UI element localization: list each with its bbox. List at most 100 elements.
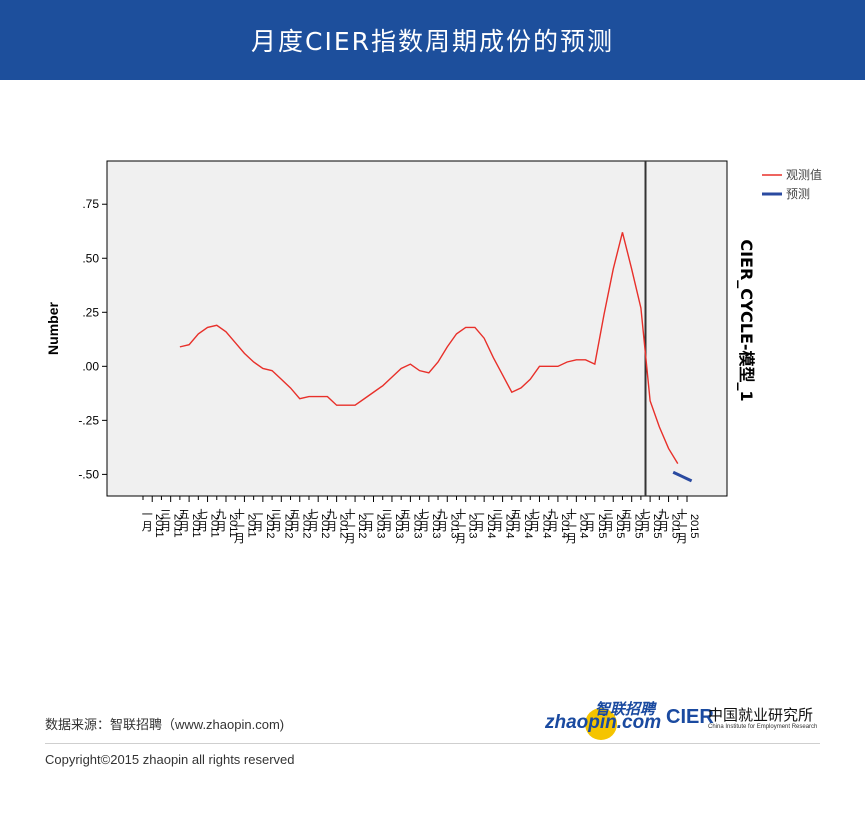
x-tick-month-char: 月 xyxy=(345,532,356,545)
x-tick-month-char: 十 xyxy=(345,507,356,521)
x-tick-month-char: 月 xyxy=(603,520,614,533)
x-tick-year-label: 2011 xyxy=(209,514,221,538)
x-tick-month-char: 月 xyxy=(492,520,503,533)
x-tick-month-char: 月 xyxy=(326,520,337,533)
x-tick-month-char: 月 xyxy=(197,520,208,533)
x-tick-month-char: 月 xyxy=(363,520,374,533)
x-tick-month-char: 月 xyxy=(234,532,245,545)
legend-label-observed: 观测值 xyxy=(786,167,822,182)
x-tick-month-char: 月 xyxy=(142,520,153,533)
x-tick-label-group: 三月 2015 xyxy=(603,508,627,538)
x-tick-year-label: 2015 xyxy=(670,514,682,538)
x-tick-label-group: 一月 2013 xyxy=(363,508,387,538)
y-tick-label: .25 xyxy=(82,305,99,319)
data-source-note: 数据来源：智联招聘（www.zhaopin.com) xyxy=(45,717,285,732)
x-tick-month-char: 五 xyxy=(289,508,300,521)
x-tick-year-label: 2012 xyxy=(264,514,276,538)
footer-divider xyxy=(45,743,820,744)
x-tick-month-char: 月 xyxy=(308,520,319,533)
x-tick-month-char: 月 xyxy=(621,520,632,533)
cier-logo-cn: 中国就业研究所 xyxy=(708,706,814,724)
x-tick-month-char: 月 xyxy=(511,520,522,533)
x-tick-year-label: 2013 xyxy=(393,514,405,538)
x-tick-year-label: 2012 xyxy=(319,514,331,538)
x-tick-label-group: 一月 2014 xyxy=(474,508,498,538)
x-tick-month-char: 七 xyxy=(308,508,319,521)
x-tick-month-char: 月 xyxy=(566,532,577,545)
x-tick-month-char: 月 xyxy=(418,520,429,533)
x-tick-month-char: 一 xyxy=(474,508,485,521)
x-tick-label-group: 一月 2011 xyxy=(142,508,166,538)
x-tick-month-char: 十 xyxy=(677,507,688,521)
x-tick-year-label: 2013 xyxy=(411,514,423,538)
copyright-text: Copyright©2015 zhaopin all rights reserv… xyxy=(45,752,295,767)
x-tick-label-group: 七月 2015 xyxy=(640,508,664,538)
x-tick-month-char: 五 xyxy=(179,508,190,521)
x-tick-month-char: 五 xyxy=(621,508,632,521)
x-tick-year-label: 2011 xyxy=(245,514,257,538)
series-line-observed xyxy=(179,232,679,464)
x-tick-month-char: 月 xyxy=(584,520,595,533)
x-tick-month-char: 月 xyxy=(658,520,669,533)
x-tick-label-group: 七月 2014 xyxy=(529,508,553,538)
x-tick-month-char: 九 xyxy=(658,508,669,521)
x-tick-month-char: 月 xyxy=(547,520,558,533)
x-tick-year-label: 2014 xyxy=(485,514,497,538)
x-tick-month-char: 月 xyxy=(271,520,282,533)
x-tick-label-group: 五月 2012 xyxy=(289,508,313,538)
x-tick-year-label: 2012 xyxy=(338,514,350,538)
legend-label-forecast: 预测 xyxy=(786,187,810,201)
x-tick-label-group: 九月 2012 xyxy=(326,508,350,538)
cier-logo-mark: CIER xyxy=(666,706,714,728)
x-tick-label-group: 七月 2011 xyxy=(197,508,221,538)
x-tick-month-char: 九 xyxy=(547,508,558,521)
x-tick-month-char: 七 xyxy=(529,508,540,521)
x-tick-month-char: 月 xyxy=(677,532,688,545)
x-tick-month-char: 三 xyxy=(160,508,171,521)
x-tick-label-group: 三月 2014 xyxy=(492,508,516,538)
x-tick-label-group: 九月 2013 xyxy=(437,508,461,538)
x-tick-year-label: 2012 xyxy=(356,514,368,538)
series-model-label: CIER_CYCLE-模型_1 xyxy=(737,239,756,401)
x-tick-month-char: 五 xyxy=(511,508,522,521)
page-title: 月度CIER指数周期成份的预测 xyxy=(251,27,614,56)
x-tick-year-label: 2011 xyxy=(227,514,239,538)
x-tick-month-char: 三 xyxy=(381,508,392,521)
x-tick-year-label: 2013 xyxy=(375,514,387,538)
x-tick-year-label: 2014 xyxy=(504,514,516,538)
x-tick-month-char: 一 xyxy=(252,508,263,521)
x-tick-label-group: 九月 2015 xyxy=(658,508,682,538)
cycle-forecast-chart: .75 .50 .25 .00 -.25 -.50 Number CIER_CYCLE-模型_… xyxy=(45,160,822,545)
x-tick-month-char: 三 xyxy=(492,508,503,521)
x-tick-month-char: 月 xyxy=(215,520,226,533)
y-tick-label: .75 xyxy=(82,197,99,211)
x-tick-year-label: 2011 xyxy=(153,514,165,538)
y-tick-label: .50 xyxy=(82,251,99,265)
x-tick-year-label: 2013 xyxy=(467,514,479,538)
x-tick-year-label: 2013 xyxy=(430,514,442,538)
x-tick-month-char: 七 xyxy=(418,508,429,521)
x-tick-year-label: 2014 xyxy=(577,514,589,538)
x-tick-month-char: 月 xyxy=(400,520,411,533)
x-tick-year-label: 2012 xyxy=(301,514,313,538)
x-tick-month-char: 月 xyxy=(252,520,263,533)
x-tick-month-char: 月 xyxy=(160,520,171,533)
x-tick-label-group: 九月 2014 xyxy=(547,508,571,538)
x-tick-label-group: 九月 2011 xyxy=(215,508,239,538)
x-tick-year-label: 2015 xyxy=(596,514,608,538)
header-bar: 月度CIER指数周期成份的预测 xyxy=(0,0,865,80)
x-tick-month-char: 月 xyxy=(437,520,448,533)
x-tick-year-label: 2011 xyxy=(190,514,202,538)
x-tick-label-group: 三月 2012 xyxy=(271,508,295,538)
zhaopin-logo: 智联招聘 zhaopin.com xyxy=(545,700,661,740)
x-tick-month-char: 一 xyxy=(566,520,577,533)
x-tick-year-label: 2015 xyxy=(688,514,700,538)
x-tick-year-label: 2015 xyxy=(651,514,663,538)
x-tick-month-char: 九 xyxy=(437,508,448,521)
x-tick-month-char: 月 xyxy=(455,532,466,545)
x-tick-year-label: 2015 xyxy=(614,514,626,538)
zhaopin-logo-circle-icon xyxy=(585,708,617,740)
